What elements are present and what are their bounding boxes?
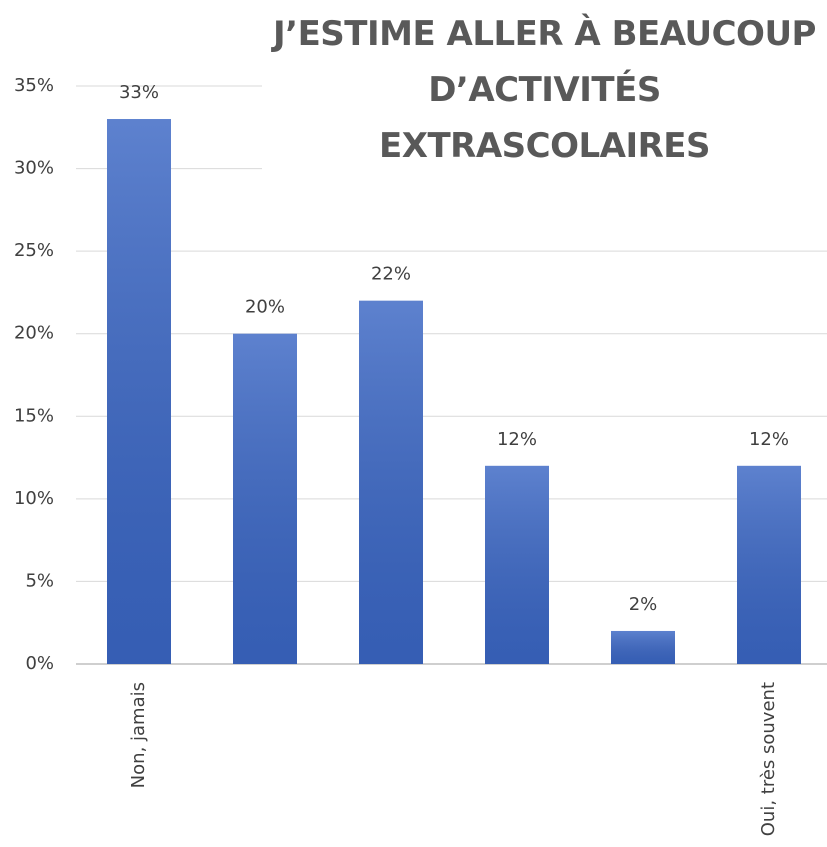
- y-tick-label: 10%: [14, 488, 54, 509]
- data-label: 2%: [629, 594, 658, 615]
- bar-shade: [107, 119, 171, 665]
- data-label: 20%: [245, 297, 285, 318]
- y-tick-label: 30%: [14, 158, 54, 179]
- data-label: 33%: [119, 82, 159, 103]
- x-tick-label: Non, jamais: [128, 682, 149, 788]
- y-tick-label: 25%: [14, 240, 54, 261]
- bar-shade: [233, 333, 297, 664]
- bar-shade: [485, 465, 549, 664]
- y-tick-label: 5%: [25, 570, 54, 591]
- data-label: 12%: [497, 429, 537, 450]
- bar-shade: [611, 630, 675, 664]
- y-tick-label: 20%: [14, 323, 54, 344]
- bar-shade: [737, 465, 801, 664]
- y-tick-label: 0%: [25, 653, 54, 674]
- data-label: 12%: [749, 429, 789, 450]
- chart-title: J’ESTIME ALLER À BEAUCOUP D’ACTIVITÉS EX…: [262, 6, 827, 174]
- y-tick-label: 35%: [14, 75, 54, 96]
- data-label: 22%: [371, 264, 411, 285]
- x-tick-label: Oui, très souvent: [758, 682, 779, 836]
- bar-shade: [359, 300, 423, 664]
- y-tick-label: 15%: [14, 405, 54, 426]
